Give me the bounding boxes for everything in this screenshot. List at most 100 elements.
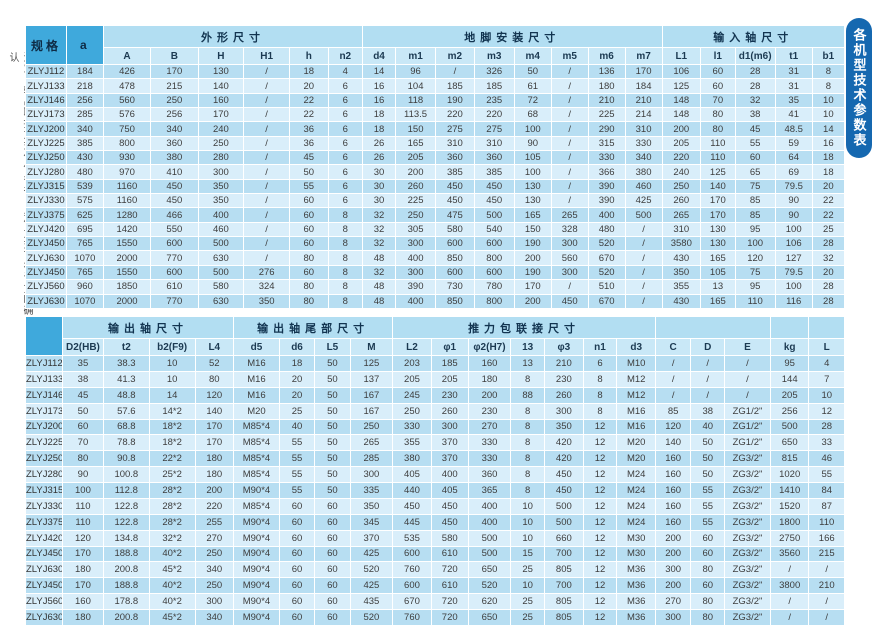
table-cell: 25 xyxy=(511,610,545,625)
table-cell: 75 xyxy=(735,179,775,194)
table-cell: 150 xyxy=(396,122,436,136)
table-cell: 960 xyxy=(66,280,103,294)
table-cell: 95 xyxy=(735,280,775,294)
table-cell: 245 xyxy=(393,387,431,403)
table-cell: 120 xyxy=(735,251,775,265)
table-row: ZLYJ173 50 57.6 14*2 140 M20 25 50 167 250 260 230 8… xyxy=(26,403,844,419)
table-cell: / xyxy=(551,280,588,294)
table-cell: / xyxy=(770,610,809,625)
table-cell: 310 xyxy=(662,222,701,237)
table-cell: 8 xyxy=(511,419,545,435)
table-cell: 50 xyxy=(315,435,350,451)
table-cell: 125 xyxy=(350,356,393,371)
table-cell: 300 xyxy=(545,403,583,419)
table-cell: 100 xyxy=(514,122,551,136)
column-header: b1 xyxy=(812,48,844,64)
table-cell: 410 xyxy=(151,165,198,179)
table-cell: 6 xyxy=(328,136,363,151)
table-cell: 420 xyxy=(545,435,583,451)
table-cell: 850 xyxy=(436,294,474,308)
table-cell: 550 xyxy=(151,222,198,237)
table-cell: / xyxy=(244,194,289,208)
table-cell: 50 xyxy=(315,451,350,467)
table-cell: 60 xyxy=(315,498,350,514)
table-cell: 125 xyxy=(701,165,735,179)
table-cell: 130 xyxy=(701,237,735,251)
table-cell: 148 xyxy=(662,93,701,108)
table-cell: 110 xyxy=(701,151,735,165)
table-cell: 60 xyxy=(289,222,328,237)
table-cell: 1800 xyxy=(770,514,809,530)
column-header: b2(F9) xyxy=(149,339,195,355)
table-cell: 345 xyxy=(350,514,393,530)
table-cell: 800 xyxy=(474,251,514,265)
table-cell: 28 xyxy=(812,237,844,251)
table-cell: 2750 xyxy=(770,530,809,546)
table-cell: 200 xyxy=(468,387,511,403)
table-cell: 720 xyxy=(431,594,468,609)
table-cell: 170 xyxy=(701,194,735,208)
table-cell: 55 xyxy=(279,451,315,467)
table-cell: 105 xyxy=(514,151,551,165)
table-cell: 466 xyxy=(151,208,198,222)
table-cell: 60 xyxy=(701,65,735,79)
group-header: 输出轴尺寸 xyxy=(62,317,234,338)
table-cell: 1850 xyxy=(103,280,151,294)
model-cell: ZLYJ146 xyxy=(26,93,66,108)
table-cell: 1280 xyxy=(103,208,151,222)
table-cell: 12 xyxy=(583,498,617,514)
table-cell: 8 xyxy=(583,387,617,403)
model-cell: ZLYJ420 xyxy=(26,222,66,237)
table-cell: 600 xyxy=(436,237,474,251)
table-cell: 80 xyxy=(691,610,725,625)
table-cell: 255 xyxy=(195,514,234,530)
table-cell: 650 xyxy=(468,562,511,578)
table-cell: 60 xyxy=(691,546,725,562)
table-cell: 230 xyxy=(431,387,468,403)
table-cell: 31 xyxy=(775,79,812,93)
table-cell: 480 xyxy=(66,165,103,179)
table-cell: M16 xyxy=(234,356,279,371)
table-cell: 385 xyxy=(436,165,474,179)
table-cell: 70 xyxy=(62,435,103,451)
table-cell: M16 xyxy=(617,419,655,435)
column-header: d4 xyxy=(363,48,395,64)
section-tab: 各机型技术参数表 xyxy=(846,18,872,158)
table-cell: 12 xyxy=(583,514,617,530)
table-cell: 850 xyxy=(436,251,474,265)
table-cell: 430 xyxy=(66,151,103,165)
table-cell: 165 xyxy=(701,294,735,308)
table-cell: 36 xyxy=(289,122,328,136)
table-cell: 250 xyxy=(151,93,198,108)
table-cell: 8 xyxy=(328,294,363,308)
group-header xyxy=(809,317,844,338)
table-cell: 300 xyxy=(350,467,393,482)
table-cell: 55 xyxy=(735,136,775,151)
table-cell: 48 xyxy=(363,294,395,308)
group-header: 输出轴尾部尺寸 xyxy=(234,317,393,338)
table-cell: 85 xyxy=(735,208,775,222)
table-cell: 60 xyxy=(315,578,350,594)
table-cell: 440 xyxy=(393,483,431,498)
table-cell: 210 xyxy=(809,578,844,594)
table-cell: 7 xyxy=(809,371,844,387)
table-cell: / xyxy=(725,356,770,371)
table-cell: 225 xyxy=(588,108,625,122)
table-cell: 33 xyxy=(809,435,844,451)
table-cell: 10 xyxy=(812,108,844,122)
table-cell: 256 xyxy=(66,93,103,108)
table-cell: M36 xyxy=(617,610,655,625)
table-cell: 930 xyxy=(103,151,151,165)
table-cell: / xyxy=(551,136,588,151)
table-cell: 50 xyxy=(691,467,725,482)
table-cell: 180 xyxy=(195,467,234,482)
table-cell: 18 xyxy=(812,151,844,165)
table-cell: 165 xyxy=(396,136,436,151)
model-cell: ZLYJ173 xyxy=(26,108,66,122)
column-header: d6 xyxy=(279,339,315,355)
table-cell: 600 xyxy=(474,237,514,251)
corner-header xyxy=(26,317,62,355)
table-cell: 184 xyxy=(66,65,103,79)
table-cell: 110 xyxy=(701,136,735,151)
table-cell: 200 xyxy=(662,122,701,136)
